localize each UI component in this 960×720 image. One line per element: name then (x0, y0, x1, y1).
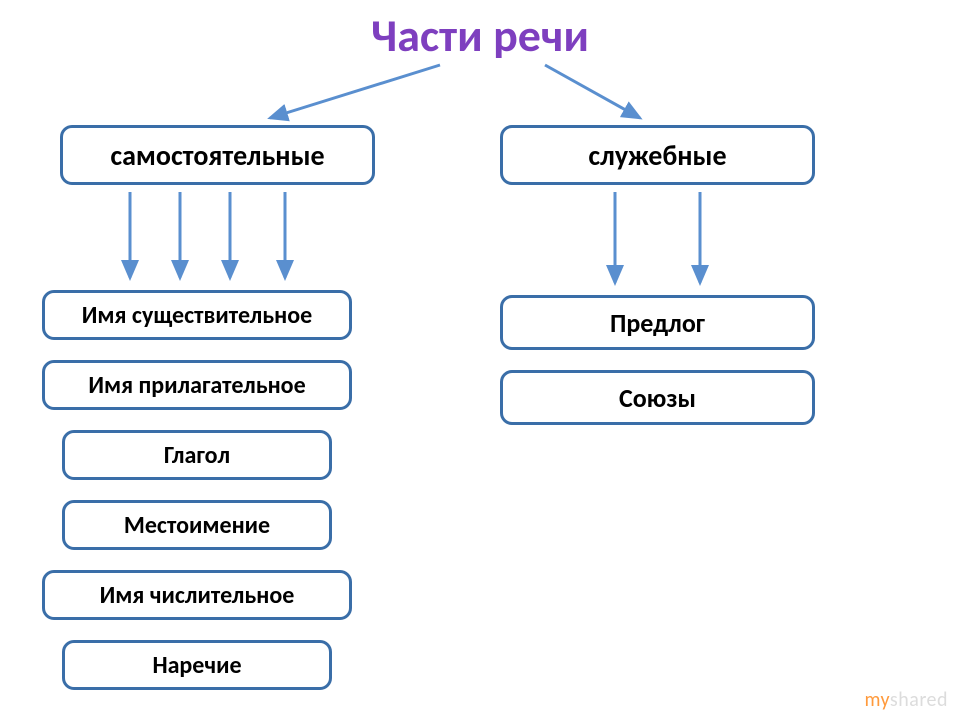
watermark-rest: shared (890, 688, 948, 712)
node-adverb-label: Наречие (152, 651, 241, 680)
node-preposition-label: Предлог (610, 307, 705, 339)
node-conjunction-label: Союзы (619, 382, 696, 414)
node-adjective: Имя прилагательное (42, 360, 352, 410)
node-noun-label: Имя существительное (82, 301, 312, 330)
node-pronoun-label: Местоимение (124, 511, 270, 540)
watermark-prefix: my (864, 688, 889, 712)
node-auxiliary: служебные (500, 125, 815, 185)
node-noun: Имя существительное (42, 290, 352, 340)
node-pronoun: Местоимение (62, 500, 332, 550)
node-preposition: Предлог (500, 295, 815, 350)
node-verb: Глагол (62, 430, 332, 480)
node-adverb: Наречие (62, 640, 332, 690)
node-adjective-label: Имя прилагательное (88, 371, 305, 400)
node-independent: самостоятельные (60, 125, 375, 185)
title-text: Части речи (371, 8, 589, 64)
watermark: myshared (864, 688, 948, 712)
node-auxiliary-label: служебные (588, 138, 726, 173)
node-conjunction: Союзы (500, 370, 815, 425)
node-numeral-label: Имя числительное (100, 581, 295, 610)
node-independent-label: самостоятельные (110, 138, 324, 173)
node-numeral: Имя числительное (42, 570, 352, 620)
node-verb-label: Глагол (164, 441, 230, 470)
diagram-title: Части речи (0, 8, 960, 64)
